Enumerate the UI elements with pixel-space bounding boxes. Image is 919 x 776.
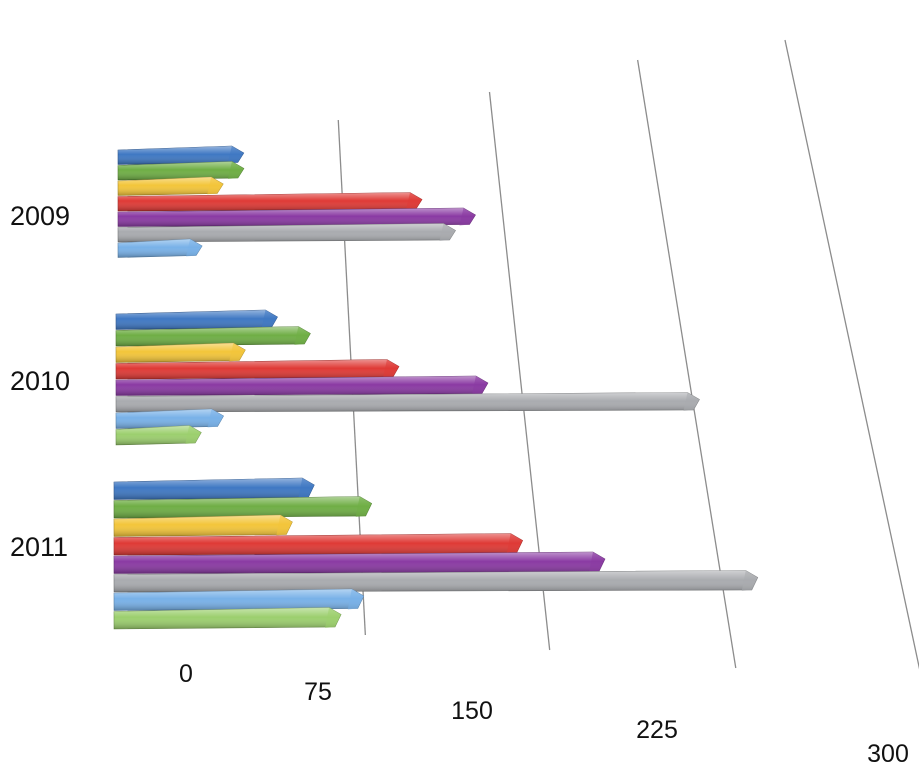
gridline-300 xyxy=(785,40,919,695)
x-tick-label: 75 xyxy=(304,678,332,706)
bar-2011-series-1 xyxy=(114,478,314,500)
category-label: 2009 xyxy=(10,201,70,231)
category-label: 2011 xyxy=(10,532,68,562)
bar-2009-series-4 xyxy=(118,193,422,212)
bar-2011-series-8 xyxy=(114,608,341,630)
x-tick-label: 300 xyxy=(867,740,909,768)
bar-2010-series-4 xyxy=(116,360,399,380)
bar-2011-series-5 xyxy=(114,552,605,574)
bar-2011-series-2 xyxy=(114,497,372,519)
bar-2010-series-1 xyxy=(116,310,278,330)
bar-2011-series-3 xyxy=(114,515,292,537)
category-label: 2010 xyxy=(10,366,70,396)
x-tick-label: 225 xyxy=(636,716,678,744)
x-tick-label: 150 xyxy=(451,697,493,725)
bar-2010-series-5 xyxy=(116,376,488,396)
x-tick-label: 0 xyxy=(179,660,193,688)
bar-2011-series-4 xyxy=(114,534,523,556)
bar-2011-series-6 xyxy=(114,571,758,593)
